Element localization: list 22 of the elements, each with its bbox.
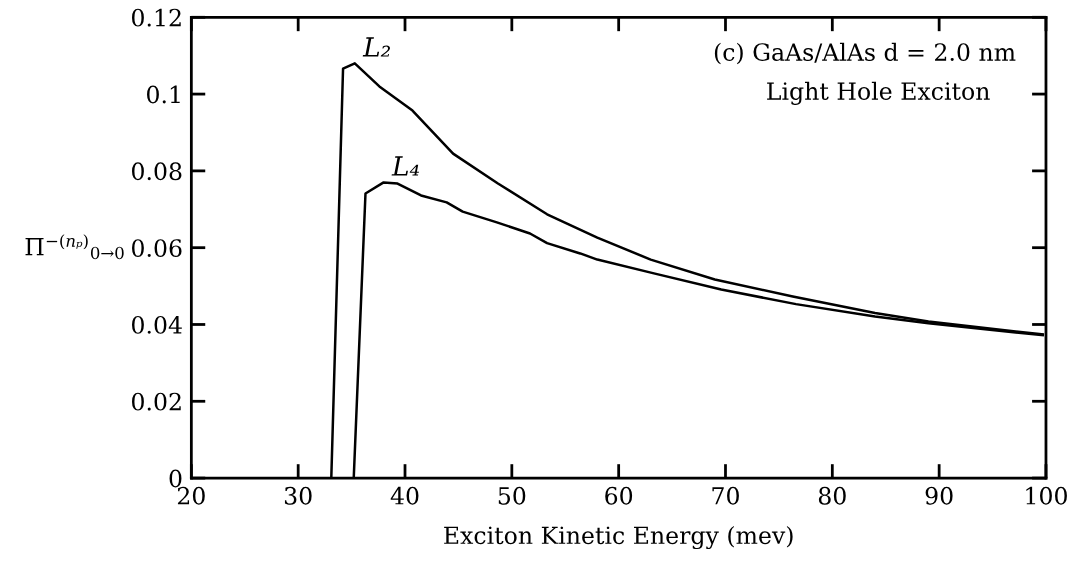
y-axis-title: Π$^{−(nₚ)}$$_{0→0}$ xyxy=(25,234,124,260)
y-tick-label: 0.02 xyxy=(132,392,181,411)
x-tick-label: 100 xyxy=(1026,486,1067,505)
y-tick-label: 0.1 xyxy=(147,85,180,104)
y-tick-label: 0.12 xyxy=(132,8,181,27)
x-axis-title: Exciton Kinetic Energy (mev) xyxy=(444,525,793,550)
y-tick-label: 0.04 xyxy=(132,315,182,334)
y-tick-label: 0.06 xyxy=(132,239,182,257)
y-tick-label: 0.08 xyxy=(132,162,182,181)
x-tick-label: 90 xyxy=(925,486,953,505)
x-tick-label: 50 xyxy=(498,486,526,505)
legend-label: L₂ xyxy=(362,37,390,57)
x-tick-label: 40 xyxy=(390,486,419,505)
y-tick-label: 0 xyxy=(169,469,182,488)
x-tick-label: 60 xyxy=(605,486,633,505)
annotation: Light Hole Exciton xyxy=(767,81,990,105)
x-tick-label: 30 xyxy=(284,486,312,505)
annotation: (c) GaAs/AlAs d = 2.0 nm xyxy=(714,42,1016,65)
series-label: L₄ xyxy=(391,156,419,176)
x-tick-label: 70 xyxy=(712,486,739,505)
x-tick-label: 20 xyxy=(177,486,205,505)
x-tick-label: 80 xyxy=(818,486,846,505)
